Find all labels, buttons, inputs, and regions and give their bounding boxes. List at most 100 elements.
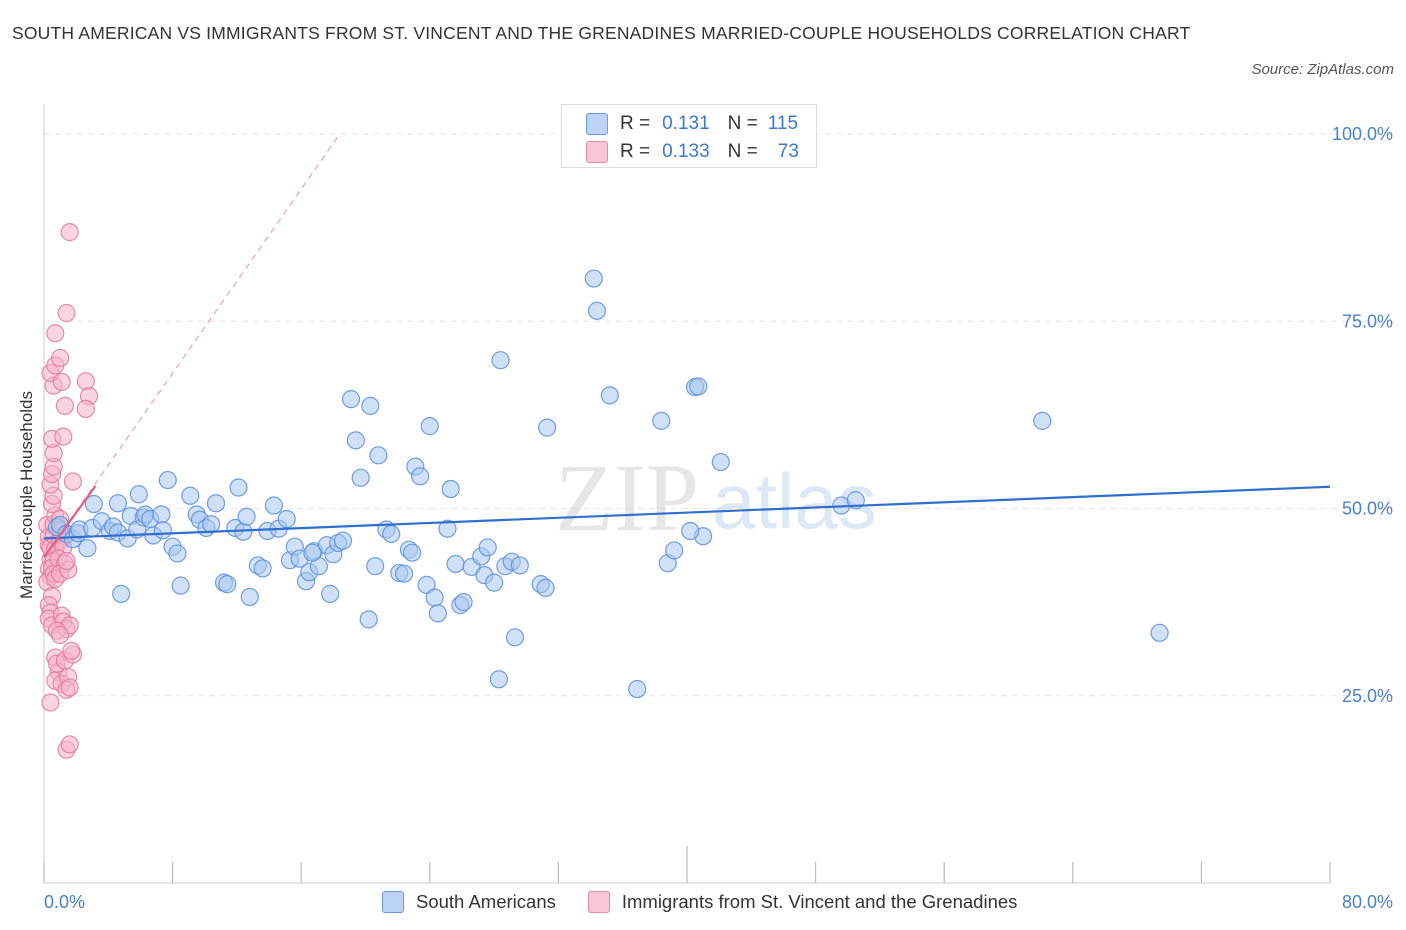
legend-r-value: 0.131 bbox=[662, 113, 710, 134]
data-point-south-american bbox=[538, 418, 557, 437]
source-label: Source: ZipAtlas.com bbox=[1251, 61, 1394, 78]
legend-r-value: 0.133 bbox=[662, 141, 710, 162]
legend-n-value: 115 bbox=[767, 113, 799, 134]
data-point-south-american bbox=[536, 578, 555, 597]
data-point-south-american bbox=[351, 468, 370, 487]
data-point-st-vincent bbox=[50, 625, 70, 645]
trend-line-st-vincent bbox=[43, 485, 97, 558]
data-point-st-vincent bbox=[62, 641, 81, 660]
data-point-south-american bbox=[425, 588, 444, 607]
chart-title: SOUTH AMERICAN VS IMMIGRANTS FROM ST. VI… bbox=[12, 23, 1191, 43]
data-point-south-american bbox=[171, 576, 190, 595]
legend-item-south-americans[interactable]: South Americans bbox=[382, 891, 556, 913]
y-tick-label: 50.0% bbox=[1342, 499, 1393, 519]
data-point-south-american bbox=[505, 628, 525, 647]
series-pink-points bbox=[38, 223, 99, 759]
legend-r-label: R = bbox=[620, 141, 651, 162]
data-point-south-american bbox=[711, 452, 730, 472]
data-point-south-american bbox=[489, 670, 509, 689]
data-point-st-vincent bbox=[57, 303, 76, 323]
data-point-south-american bbox=[206, 494, 226, 513]
data-point-south-american bbox=[108, 494, 128, 513]
data-point-south-american bbox=[303, 543, 322, 562]
data-point-st-vincent bbox=[76, 372, 95, 391]
data-point-south-american bbox=[681, 521, 700, 541]
data-point-st-vincent bbox=[60, 678, 79, 697]
data-point-st-vincent bbox=[54, 427, 73, 446]
data-point-south-american bbox=[277, 509, 296, 529]
data-point-south-american bbox=[441, 479, 460, 499]
data-point-south-american bbox=[411, 467, 430, 486]
data-point-south-american bbox=[652, 411, 671, 430]
data-point-st-vincent bbox=[52, 372, 71, 392]
data-point-south-american bbox=[584, 269, 603, 288]
series-blue-points bbox=[47, 269, 1169, 699]
data-point-south-american bbox=[158, 470, 177, 490]
series-legend: South Americans Immigrants from St. Vinc… bbox=[382, 889, 1049, 915]
data-point-south-american bbox=[454, 593, 473, 612]
watermark-zip: ZIP bbox=[555, 444, 699, 551]
data-point-south-american bbox=[394, 564, 414, 583]
data-point-st-vincent bbox=[50, 348, 70, 368]
data-point-south-american bbox=[366, 557, 385, 576]
data-point-south-american bbox=[491, 351, 510, 370]
data-point-south-american bbox=[152, 505, 171, 524]
data-point-south-american bbox=[129, 485, 148, 504]
legend-n-value: 73 bbox=[777, 141, 799, 162]
data-point-south-american bbox=[1150, 623, 1169, 642]
data-point-south-american bbox=[321, 584, 340, 603]
trend-lines bbox=[43, 133, 1331, 558]
legend-label: Immigrants from St. Vincent and the Gren… bbox=[621, 891, 1018, 912]
data-point-south-american bbox=[428, 604, 447, 623]
legend-n-label: N = bbox=[727, 141, 758, 162]
data-point-south-american bbox=[218, 575, 237, 594]
data-point-st-vincent bbox=[63, 472, 83, 491]
legend-label: South Americans bbox=[416, 891, 556, 912]
data-point-st-vincent bbox=[57, 551, 76, 571]
data-point-south-american bbox=[587, 301, 607, 320]
data-point-south-american bbox=[369, 446, 388, 465]
data-point-south-american bbox=[240, 587, 259, 606]
legend-row-blue: R = 0.131 N = 115 bbox=[586, 110, 798, 138]
data-point-south-american bbox=[665, 541, 684, 560]
data-point-south-american bbox=[485, 573, 504, 592]
grid-lines bbox=[44, 133, 1392, 697]
watermark: ZIP atlas bbox=[555, 444, 877, 551]
axes bbox=[43, 104, 1331, 884]
legend-swatch-pink bbox=[587, 891, 610, 913]
data-point-south-american bbox=[478, 538, 497, 557]
data-point-st-vincent bbox=[46, 324, 65, 343]
data-point-south-american bbox=[181, 486, 200, 505]
data-point-south-american bbox=[846, 491, 865, 510]
data-point-south-american bbox=[168, 544, 187, 563]
data-point-south-american bbox=[438, 519, 457, 538]
data-point-south-american bbox=[253, 559, 272, 578]
data-point-south-american bbox=[628, 679, 647, 699]
tick-labels: 100.0% 75.0% 50.0% 25.0% 0.0% 80.0% bbox=[44, 124, 1393, 912]
data-point-south-american bbox=[237, 507, 256, 526]
correlation-legend: R = 0.131 N = 115 R = 0.133 N = 73 bbox=[561, 104, 817, 168]
legend-item-st-vincent-immigrants[interactable]: Immigrants from St. Vincent and the Gren… bbox=[587, 891, 1018, 913]
data-point-south-american bbox=[341, 390, 361, 409]
data-point-south-american bbox=[689, 377, 708, 396]
data-point-south-american bbox=[359, 610, 378, 629]
y-tick-label: 25.0% bbox=[1342, 686, 1393, 706]
trend-line-south-americans bbox=[43, 485, 1331, 540]
legend-swatch-blue bbox=[382, 891, 404, 913]
data-point-south-american bbox=[446, 554, 465, 574]
data-point-south-american bbox=[403, 543, 422, 562]
legend-r-label: R = bbox=[620, 113, 651, 134]
y-tick-label: 100.0% bbox=[1332, 124, 1393, 144]
data-point-st-vincent bbox=[60, 735, 79, 754]
legend-swatch-pink bbox=[586, 141, 608, 163]
data-point-south-american bbox=[382, 524, 401, 544]
data-point-south-american bbox=[229, 478, 248, 497]
legend-swatch-blue bbox=[586, 113, 608, 135]
data-point-st-vincent bbox=[41, 693, 60, 712]
data-point-st-vincent bbox=[60, 223, 79, 242]
x-tick-label: 0.0% bbox=[44, 892, 85, 912]
data-point-st-vincent bbox=[55, 396, 74, 415]
data-point-south-american bbox=[346, 431, 365, 450]
trend-line-st-vincent-extrapolated bbox=[43, 133, 341, 558]
